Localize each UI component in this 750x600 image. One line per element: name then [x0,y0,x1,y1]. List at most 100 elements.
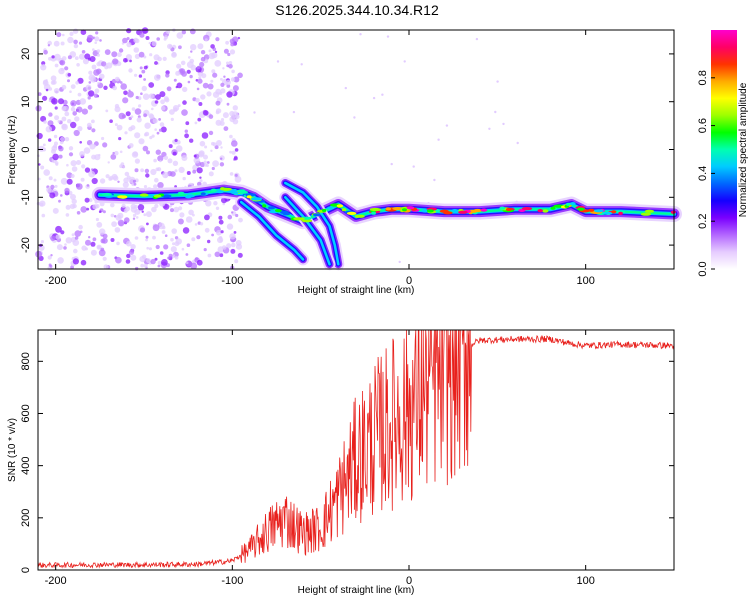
noise-speck [58,146,64,152]
noise-speck [133,37,139,43]
noise-speck [202,82,209,89]
noise-speck [61,116,67,122]
tone-branch-line [239,200,305,261]
noise-speck [144,133,148,137]
noise-speck [445,124,449,127]
snr-ylabel: SNR (10 * v/v) [7,418,18,482]
noise-speck [148,113,154,119]
noise-speck [203,34,210,42]
noise-speck [169,204,172,208]
noise-speck [99,73,105,80]
noise-speck [92,204,98,210]
noise-speck [67,55,72,60]
noise-speck [118,48,124,53]
noise-speck [175,238,182,245]
noise-speck [226,84,231,88]
y-tick-label: 600 [20,404,32,422]
noise-speck [82,58,89,65]
noise-speck [157,260,162,265]
noise-speck [48,176,53,181]
tone-peak [392,207,404,211]
noise-speck [220,82,225,87]
noise-speck [40,240,45,244]
noise-speck [160,105,166,111]
noise-speck [48,112,53,117]
noise-speck [91,64,97,70]
noise-speck [54,184,58,188]
noise-speck [171,51,177,57]
noise-speck [65,237,73,244]
noise-speck [168,253,173,258]
noise-speck [43,50,48,55]
noise-speck [105,109,109,113]
noise-speck [88,81,92,84]
noise-speck [222,202,225,206]
noise-speck [132,151,138,157]
noise-speck [66,163,69,167]
noise-speck [200,94,206,100]
noise-speck [496,80,499,83]
noise-speck [83,147,91,154]
noise-speck [119,81,123,84]
noise-speck [181,30,186,35]
noise-speck [76,183,83,190]
noise-speck [84,167,91,173]
noise-speck [216,229,222,236]
noise-speck [64,137,70,142]
noise-speck [231,69,235,74]
noise-speck [141,27,149,34]
noise-speck [201,132,209,139]
noise-speck [110,154,117,160]
noise-speck [67,73,72,77]
noise-speck [88,198,93,203]
tone-branch-line [284,181,340,266]
noise-speck [390,162,393,166]
noise-speck [142,145,149,152]
noise-speck [143,113,148,118]
noise-speck [145,211,152,218]
noise-speck [196,235,201,240]
noise-speck [172,160,179,166]
noise-speck [159,159,162,163]
noise-speck [117,52,122,58]
noise-speck [63,246,67,250]
noise-speck [135,216,139,219]
noise-speck [187,80,191,84]
noise-speck [170,208,174,213]
spectrogram-plot-area [38,30,674,269]
colorbar-tick-label: 0.2 [697,214,709,229]
noise-speck [372,96,376,100]
noise-speck [218,219,224,225]
noise-speck [226,223,234,230]
noise-speck [73,39,78,45]
noise-speck [228,64,233,69]
noise-speck [114,150,119,156]
noise-speck [163,244,169,250]
noise-speck [138,138,145,145]
noise-speck [210,44,215,49]
noise-speck [229,134,233,139]
noise-speck [53,178,57,182]
noise-speck [42,64,45,67]
noise-speck [73,248,78,254]
noise-speck [231,150,236,155]
tone-peak [275,209,282,213]
noise-speck [106,62,113,69]
noise-speck [87,104,93,110]
noise-speck [516,141,519,145]
noise-speck [214,60,222,67]
tone-peak [577,207,585,211]
noise-speck [122,37,128,44]
noise-speck [204,38,208,42]
noise-speck [86,184,90,187]
noise-speck [203,110,209,116]
noise-speck [110,213,115,218]
noise-speck [76,106,83,113]
noise-speck [64,187,70,194]
noise-speck [71,198,77,205]
tone-peak [177,191,185,195]
spectrogram-xlabel: Height of straight line (km) [298,285,415,296]
noise-speck [146,222,149,226]
noise-speck [134,73,138,77]
noise-speck [68,146,74,151]
